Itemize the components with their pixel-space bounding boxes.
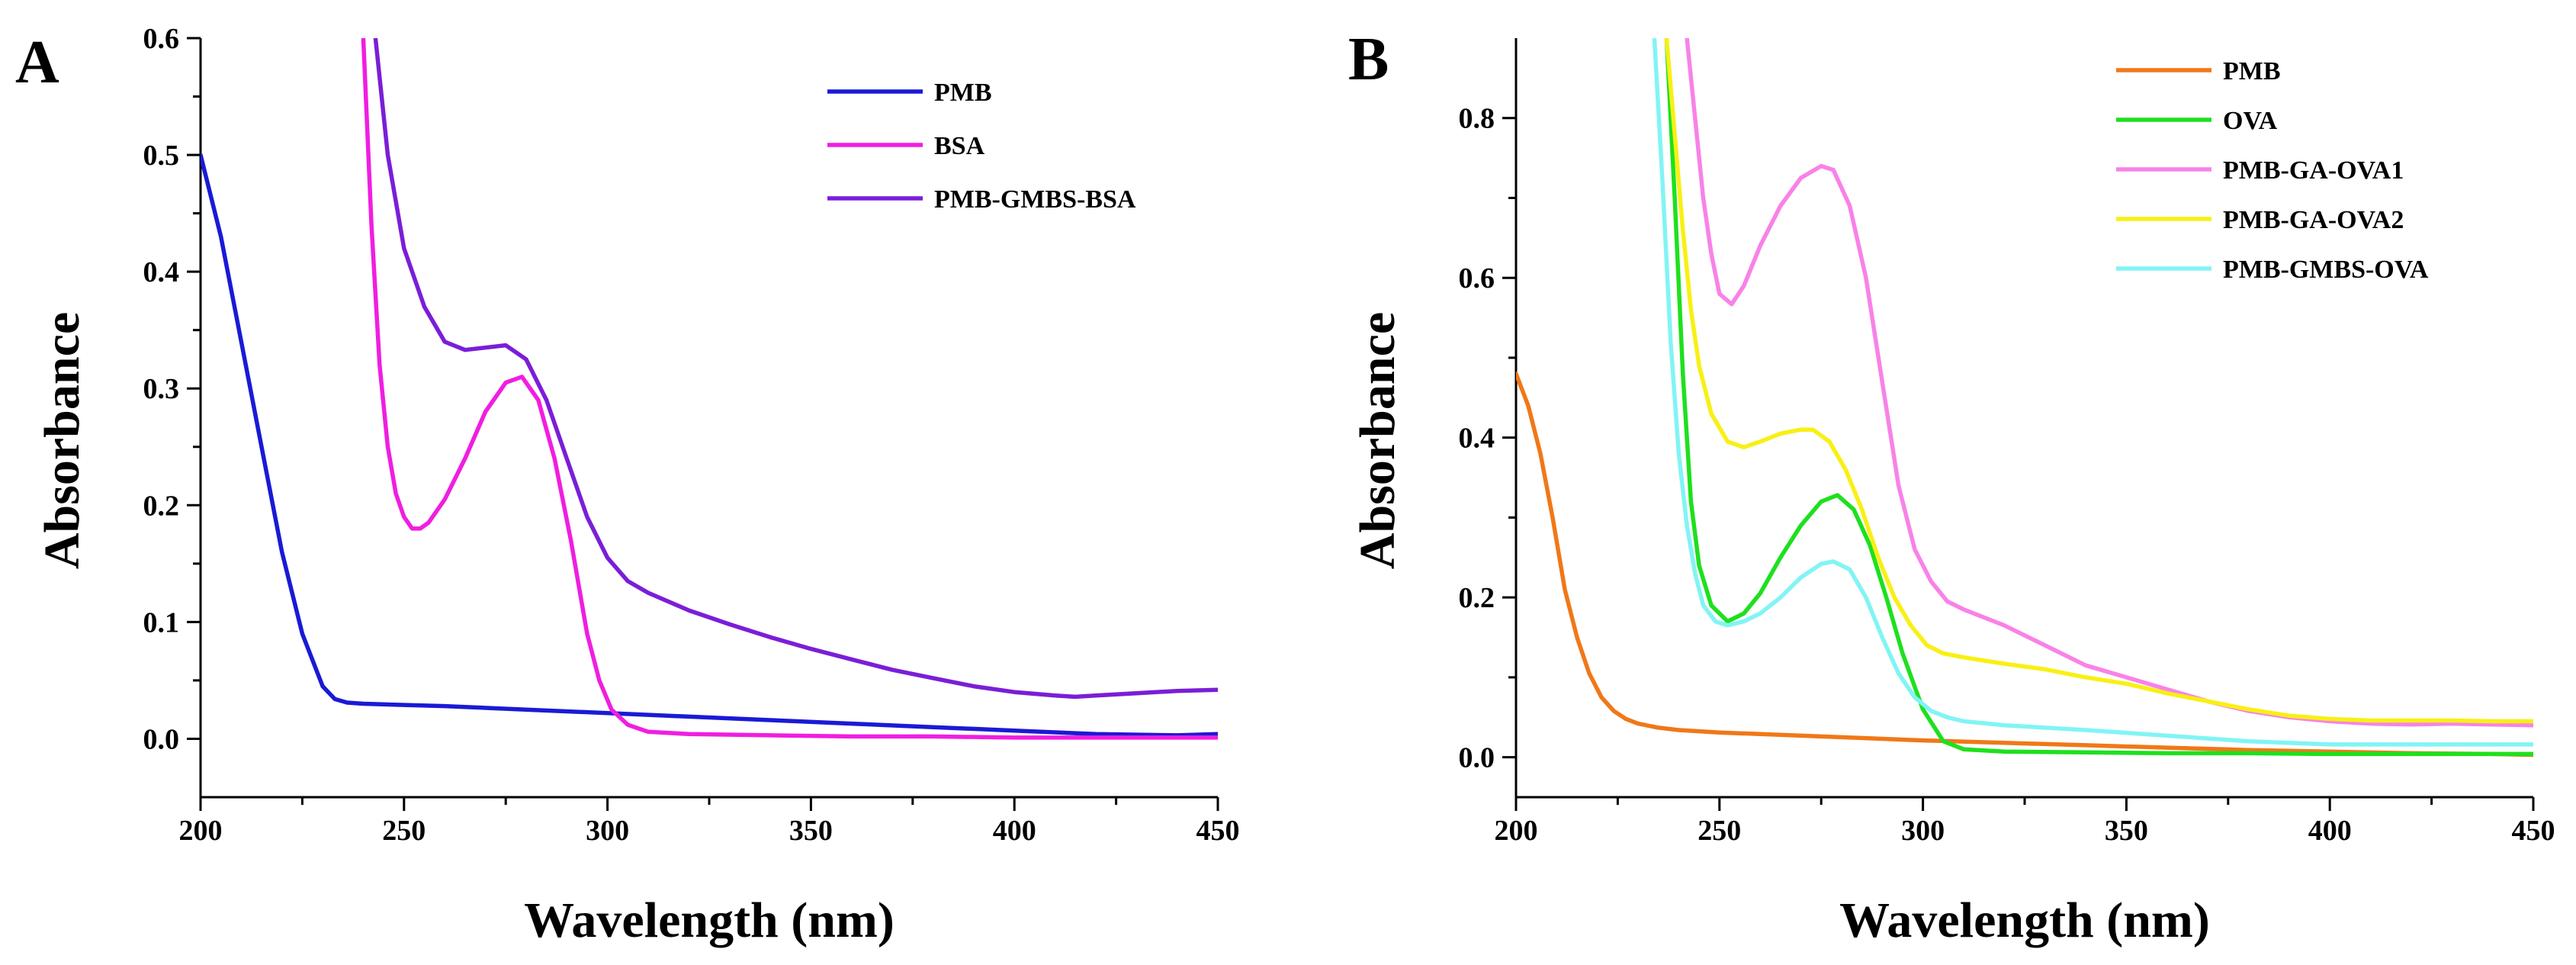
y-tick-label-a: 0.3 [143,373,180,405]
legend-label-b-pmb: PMB [2223,57,2281,85]
x-tick-label-b: 350 [2105,815,2148,847]
y-tick-label-b: 0.6 [1459,262,1495,294]
series-line-a-pmb [201,153,1218,738]
x-tick-label-b: 400 [2308,815,2352,847]
series-line-b-pmb [1516,372,2533,758]
y-tick-label-b: 0.2 [1459,582,1495,614]
x-axis-title-b: Wavelength (nm) [1839,893,2210,948]
x-tick-label-b: 250 [1698,815,1741,847]
series-line-a-pmb-gmbs-bsa [373,38,1218,700]
y-axis-title-a: Absorbance [34,312,90,569]
series-line-b-ova [1664,38,2533,757]
legend-label-b-pmb-ga-ova1: PMB-GA-OVA1 [2223,156,2404,185]
legend-label-b-pmb-ga-ova2: PMB-GA-OVA2 [2223,206,2404,234]
y-tick-label-a: 0.1 [143,606,180,639]
y-axis-title-b: Absorbance [1350,312,1405,569]
x-tick-label-a: 350 [789,815,833,847]
x-tick-label-b: 300 [1901,815,1945,847]
y-tick-label-a: 0.0 [143,723,180,755]
series-group-a [201,38,1218,740]
y-tick-label-b: 0.8 [1459,103,1495,135]
legend-label-a-pmb: PMB [934,79,992,107]
x-tick-label-a: 250 [382,815,426,847]
y-tick-label-b: 0.4 [1459,423,1495,455]
legend-label-b-ova: OVA [2223,107,2278,135]
x-tick-label-b: 450 [2512,815,2555,847]
series-line-b-pmb-ga-ova2 [1664,38,2533,724]
series-line-b-pmb-gmbs-ova [1652,38,2533,747]
legend-label-a-bsa: BSA [934,132,985,160]
x-tick-label-b: 200 [1495,815,1538,847]
y-tick-label-a: 0.2 [143,490,180,522]
x-tick-label-a: 450 [1196,815,1240,847]
x-axis-title-a: Wavelength (nm) [524,893,895,948]
legend-label-b-pmb-gmbs-ova: PMB-GMBS-OVA [2223,256,2429,284]
y-tick-label-a: 0.5 [143,140,180,172]
legend-label-a-pmb-gmbs-bsa: PMB-GMBS-BSA [934,185,1136,214]
panel-label-a: A [15,29,59,96]
panel-label-b: B [1348,26,1389,93]
panel-b: B 200 250 300 350 400 450 0.0 0.2 0.4 0.6 0.8 Wavel… [1348,26,2555,948]
series-line-a-bsa [361,38,1218,740]
x-tick-label-a: 400 [993,815,1036,847]
x-tick-label-a: 300 [586,815,629,847]
series-line-b-pmb-ga-ova1 [1685,38,2533,728]
x-tick-label-a: 200 [179,815,223,847]
series-group-b [1516,38,2533,758]
y-tick-label-b: 0.0 [1459,742,1495,774]
y-tick-label-a: 0.6 [143,23,180,55]
y-tick-label-a: 0.4 [143,256,180,288]
panel-a: A 200 250 300 350 400 450 0.0 0.1 0.2 0.3 0.4 0.5 0.… [15,23,1240,948]
